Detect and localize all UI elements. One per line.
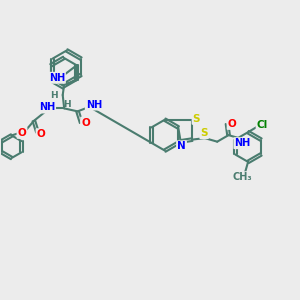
Text: NH: NH: [86, 100, 102, 110]
Text: O: O: [18, 128, 26, 138]
Text: N: N: [177, 141, 186, 152]
Text: NH: NH: [39, 103, 55, 112]
Text: CH₃: CH₃: [233, 172, 253, 182]
Text: H: H: [63, 100, 70, 109]
Text: O: O: [228, 119, 236, 129]
Text: H: H: [51, 91, 58, 100]
Text: Cl: Cl: [257, 120, 268, 130]
Text: NH: NH: [234, 138, 250, 148]
Text: S: S: [193, 114, 200, 124]
Text: NH: NH: [49, 73, 65, 83]
Text: S: S: [200, 128, 208, 138]
Text: O: O: [37, 129, 45, 139]
Text: O: O: [81, 118, 90, 128]
